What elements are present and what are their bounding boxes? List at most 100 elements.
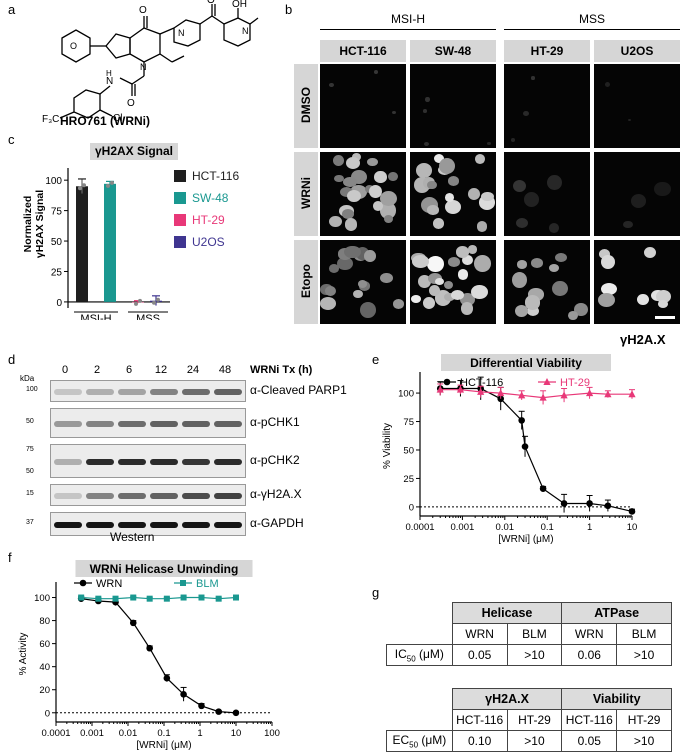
- nucleus: [341, 209, 354, 219]
- panel-label-a: a: [8, 2, 16, 17]
- blot-label: α-pCHK1: [250, 415, 300, 429]
- point-hct-116: [586, 500, 593, 507]
- ic50-header-helicase: Helicase: [451, 602, 563, 624]
- svg-text:O: O: [70, 41, 77, 51]
- bar-hct-116: [76, 186, 88, 302]
- ec50-corner2: [387, 710, 453, 731]
- blot-band: [86, 493, 114, 499]
- legend-label-hct-116: HCT-116: [460, 377, 503, 389]
- nucleus: [548, 264, 559, 273]
- nucleus: [481, 191, 494, 202]
- blot-band: [54, 421, 82, 427]
- chart-f-ytick-label: 100: [34, 593, 50, 604]
- panel-label-b: b: [285, 2, 293, 17]
- nucleus: [344, 245, 362, 259]
- nucleus: [654, 181, 671, 197]
- svg-text:Cl: Cl: [113, 113, 122, 124]
- chart-f-xtick-label: 1: [197, 728, 202, 739]
- timepoint-row: 0 2 6 12 24 48: [50, 364, 246, 378]
- cell-line-headers: HCT-116 SW-48 HT-29 U2OS: [320, 40, 680, 62]
- nucleus: [444, 199, 461, 214]
- micrograph-dmso-ht-29: [504, 64, 590, 148]
- blot-label: α-γH2A.X: [250, 487, 302, 501]
- blot-band: [86, 421, 114, 427]
- blot-band: [214, 522, 242, 528]
- chart-f-ytick-label: 20: [39, 685, 50, 696]
- micrograph-etopo-ht-29: [504, 240, 590, 324]
- nucleus: [548, 223, 559, 234]
- nucleus: [351, 152, 362, 162]
- nucleus: [457, 268, 469, 280]
- chart-e-ylabel: % Viability: [382, 423, 393, 469]
- nucleus: [643, 246, 657, 259]
- kda-marker: 37: [26, 519, 34, 526]
- point-blm: [198, 594, 205, 601]
- nucleus: [391, 110, 397, 115]
- blot-band: [150, 522, 178, 528]
- curve-blm: [81, 596, 237, 600]
- group-line-msi-h: [320, 29, 496, 30]
- ic50-prefix: IC: [394, 646, 407, 661]
- chart-e-title-bg: [441, 354, 611, 371]
- nucleus: [516, 260, 527, 269]
- chart-c-ytick-label: 75: [51, 207, 63, 218]
- chart-e-svg: Differential Viability 0 25 50 75 100 0.0001 0.…: [382, 354, 637, 545]
- panel-label-c: c: [8, 132, 15, 147]
- panel-label-g: g: [372, 585, 380, 600]
- nucleus: [415, 163, 433, 178]
- ic50-sub-wrn-2: WRN: [561, 623, 618, 645]
- ec50-corner: [386, 688, 453, 710]
- nucleus: [334, 174, 344, 183]
- point-wrn: [146, 644, 153, 652]
- blot-strip: [50, 444, 246, 478]
- nucleus: [364, 250, 376, 263]
- svg-text:H: H: [106, 69, 112, 78]
- chart-c-svg: 0 25 50 75 100 MSI-H MSS: [45, 168, 170, 320]
- nucleus: [568, 310, 578, 320]
- chart-e-xtick-label: 0.1: [541, 522, 554, 533]
- legend-swatch-ht-29: [174, 214, 186, 226]
- svg-text:N: N: [242, 26, 249, 36]
- legend-marker-wrn: [79, 579, 87, 587]
- point-blm: [233, 594, 239, 601]
- point-ht-29: [477, 387, 485, 395]
- nucleus: [474, 154, 485, 164]
- chart-c-ytick-label: 0: [56, 298, 62, 309]
- blot-band: [214, 421, 242, 427]
- blot-label: α-Cleaved PARP1: [250, 383, 347, 397]
- nucleus: [343, 177, 357, 188]
- nucleus: [530, 258, 543, 268]
- legend-label-u2os: U2OS: [192, 235, 225, 249]
- nucleus: [524, 295, 541, 310]
- point-ht-29: [497, 389, 505, 397]
- nucleus: [622, 220, 633, 229]
- chart-c-title: γH2AX Signal: [90, 143, 178, 160]
- ic50-value-atpase-wrn: 0.06: [561, 644, 618, 666]
- chart-e-ytick-label: 0: [409, 502, 414, 513]
- blot-band: [214, 389, 242, 395]
- ec50-sub-hct-2: HCT-116: [561, 709, 618, 731]
- nucleus: [345, 157, 360, 170]
- nucleus: [427, 205, 439, 215]
- nucleus: [374, 70, 378, 74]
- point-blm: [215, 595, 222, 602]
- nucleus: [329, 83, 334, 88]
- point-wrn: [232, 709, 240, 717]
- nucleus: [467, 244, 478, 254]
- wrni-tx-label: WRNi Tx (h): [250, 364, 313, 376]
- blot-band: [150, 459, 178, 465]
- nucleus: [358, 279, 368, 288]
- replicate-dot: [156, 297, 160, 302]
- nucleus: [337, 256, 354, 271]
- svg-text:N: N: [140, 62, 147, 72]
- svg-text:O: O: [139, 5, 147, 16]
- chart-e-xtick-label: 0.0001: [405, 522, 434, 533]
- nucleus: [636, 294, 649, 306]
- replicate-dot: [106, 183, 110, 188]
- panel-label-d: d: [8, 352, 16, 367]
- nucleus: [444, 193, 455, 203]
- chart-f-xlabel: [WRNi] (μM): [136, 740, 191, 751]
- legend-label-blm: BLM: [196, 578, 219, 590]
- stain-label: γH2A.X: [620, 332, 666, 347]
- point-wrn: [180, 691, 187, 698]
